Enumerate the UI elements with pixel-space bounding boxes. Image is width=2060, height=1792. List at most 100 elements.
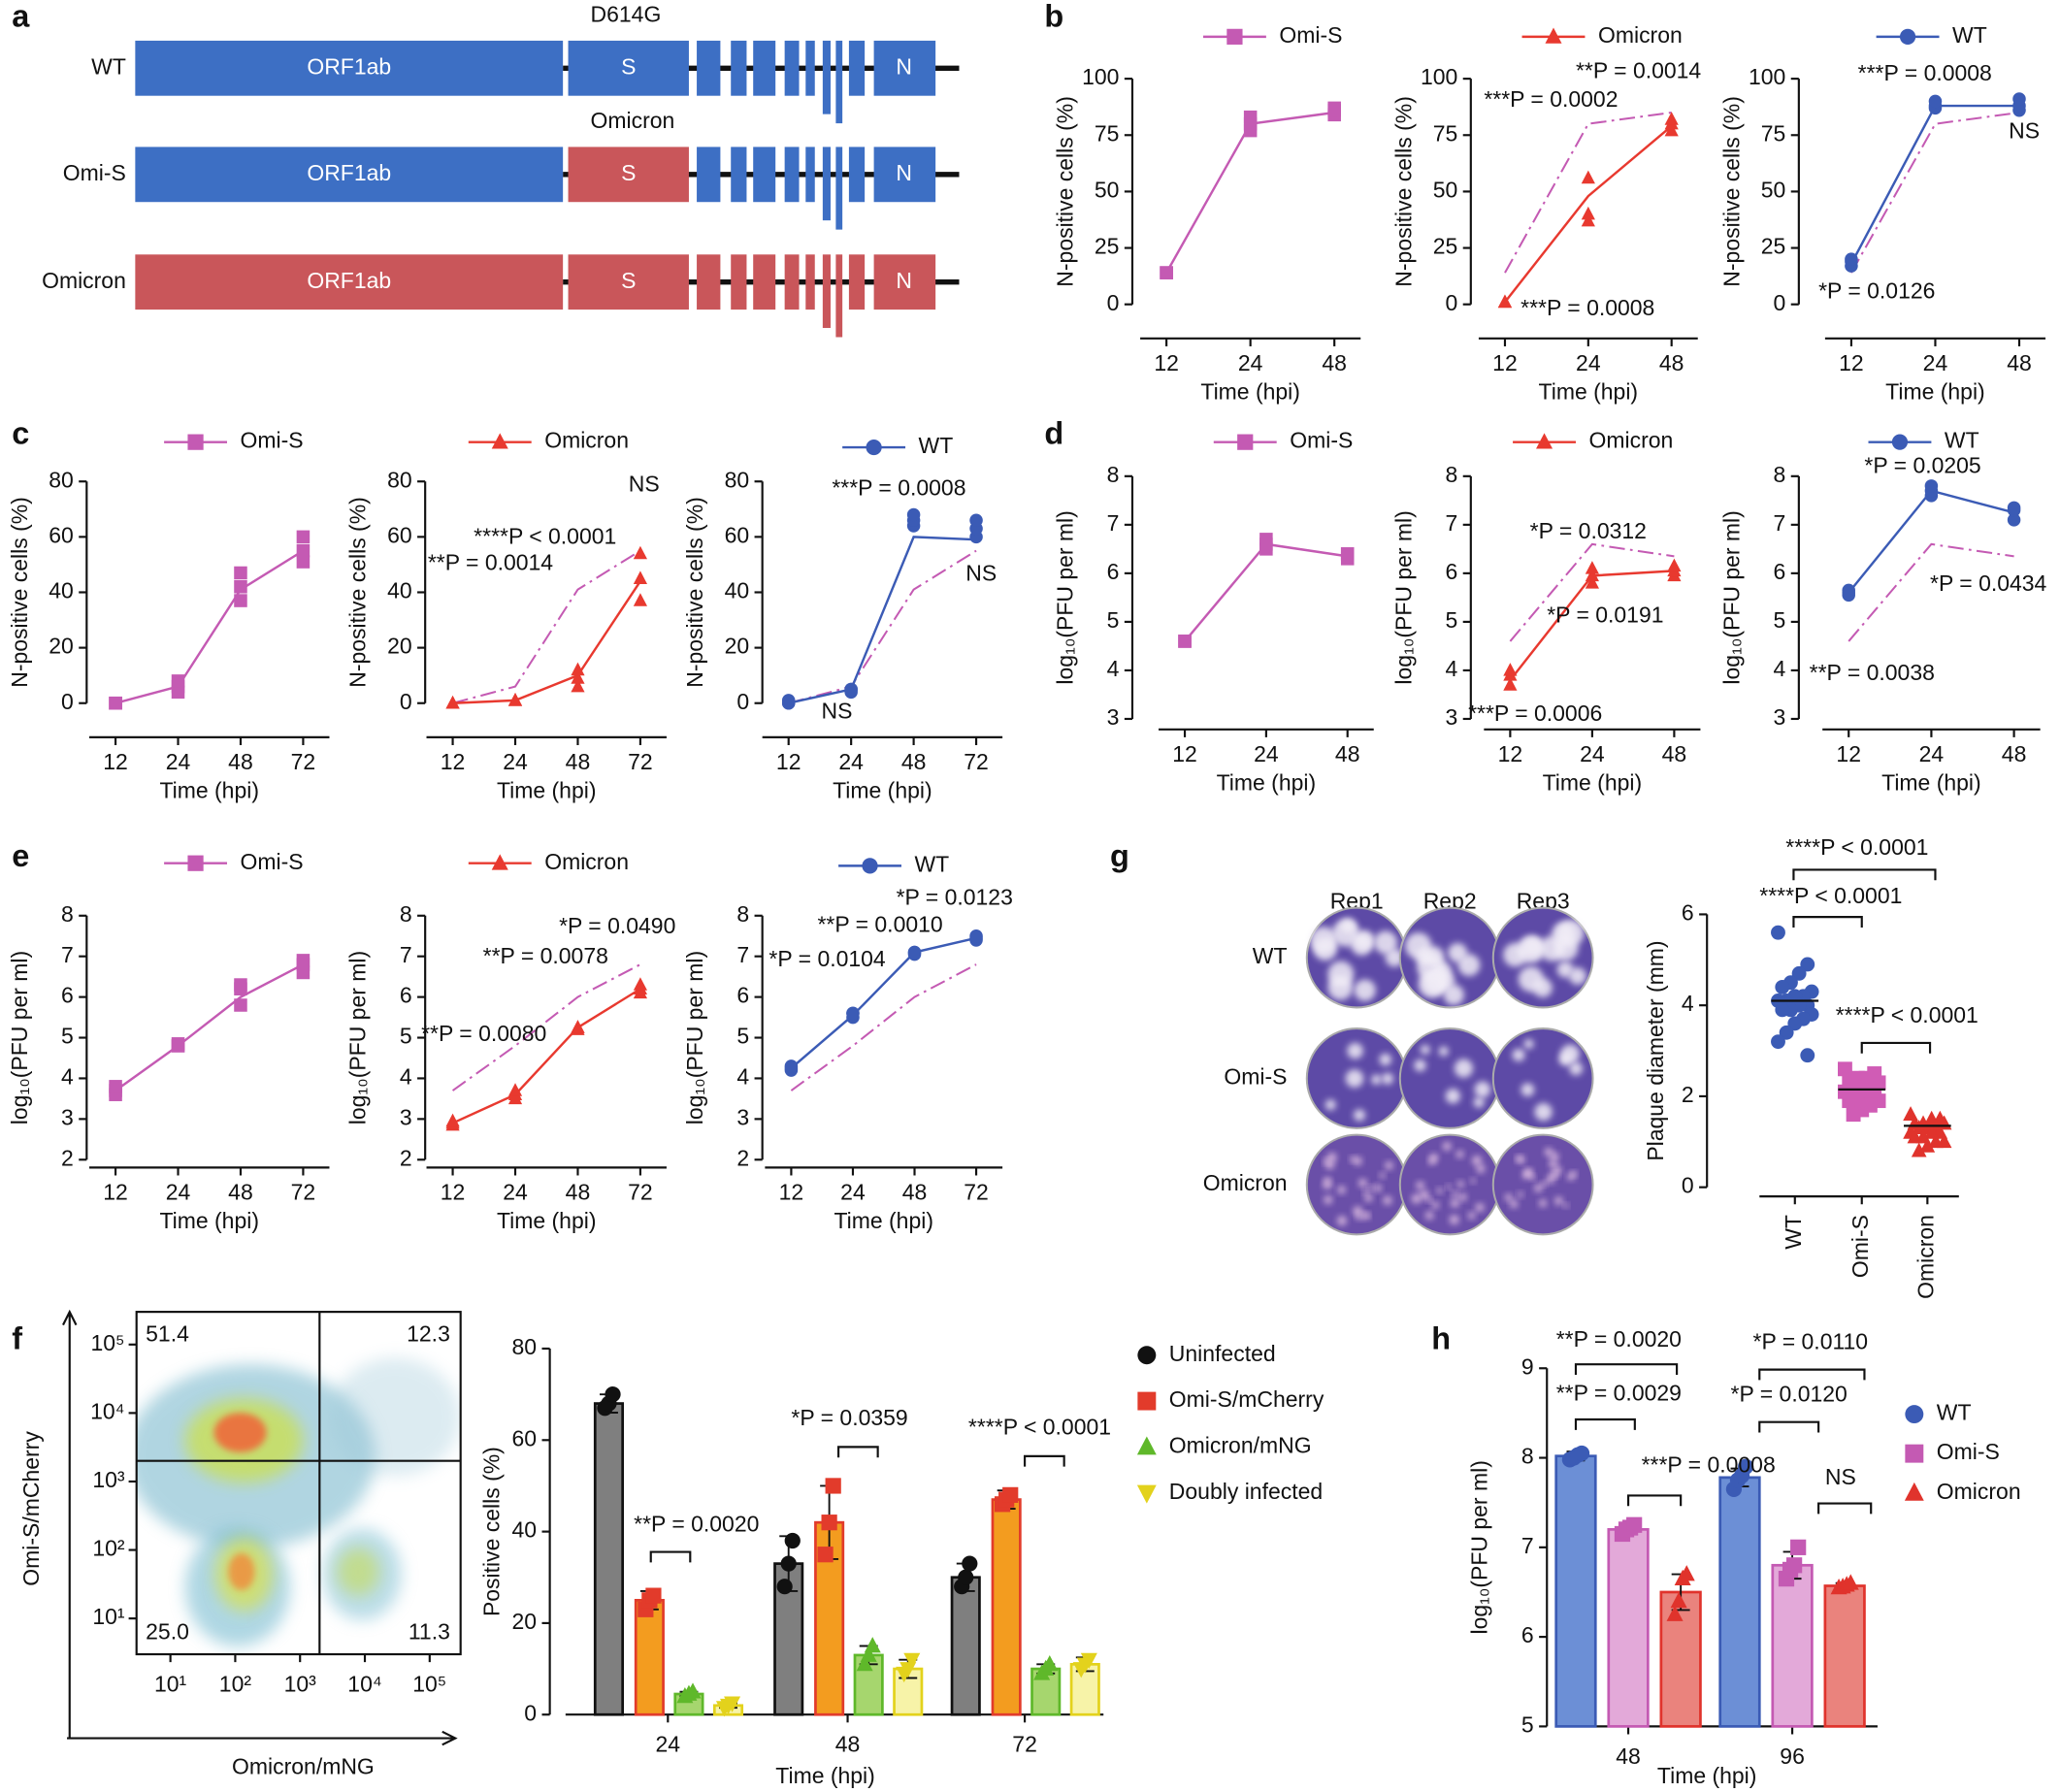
bar [1659, 1590, 1702, 1728]
legend-marker [862, 858, 878, 874]
panel-label: a [12, 0, 30, 34]
y-tick-label: 3 [61, 1104, 74, 1129]
y-tick-label: 80 [387, 467, 412, 492]
gene-block [753, 40, 776, 96]
y-tick-label: 25 [1761, 234, 1786, 259]
y-tick-label: 2 [736, 1145, 749, 1170]
bar [1823, 1584, 1866, 1728]
y-axis-label: N-positive cells (%) [1052, 96, 1077, 287]
replicate-point [571, 678, 585, 693]
annotation: **P = 0.0010 [817, 912, 942, 937]
replicate-point [1737, 1458, 1754, 1475]
x-tick-label: 72 [1012, 1732, 1037, 1757]
y-axis-label: log₁₀(PFU per ml) [1718, 510, 1744, 684]
series-line [114, 963, 304, 1092]
y-tick-label: 40 [49, 578, 74, 603]
x-tick-label: 72 [291, 749, 316, 774]
legend-label: WT [915, 851, 950, 876]
plaque-spot [1544, 1148, 1553, 1157]
plaque-spot [1467, 1212, 1476, 1220]
orf1ab-block [135, 147, 564, 203]
y-tick-label: 4 [1682, 991, 1694, 1016]
legend-marker [1226, 28, 1243, 45]
replicate-point [1666, 1605, 1684, 1621]
plaque-spot [1558, 1053, 1572, 1066]
gene-block [753, 254, 776, 310]
plaque-spot [1546, 1175, 1555, 1184]
x-tick-label: 24 [503, 1180, 528, 1205]
y-tick-label: 8 [736, 901, 749, 927]
annotation: NS [822, 698, 853, 723]
x-tick-label: 24 [1919, 741, 1945, 766]
replicate-point [958, 1569, 974, 1585]
row-label: Omicron [42, 268, 126, 293]
annotation: NS [629, 471, 660, 496]
annotation: *P = 0.0126 [1818, 278, 1935, 304]
annotation: ***P = 0.0008 [1858, 60, 1992, 85]
significance-bracket [1792, 868, 1937, 881]
bar [634, 1598, 665, 1716]
replicate-point [633, 593, 648, 606]
y-tick-label: 10⁵ [90, 1330, 124, 1355]
replicate-point [571, 670, 585, 684]
series-line [790, 936, 977, 1069]
replicate-point [1581, 206, 1595, 220]
x-tick-label: 24 [656, 1732, 681, 1757]
replicate-point [1790, 1539, 1807, 1555]
y-tick-label: 8 [1446, 462, 1458, 487]
gene-block [848, 40, 866, 96]
replicate-point [1041, 1655, 1059, 1672]
legend-marker [187, 855, 204, 871]
plaque-spot [1516, 1156, 1522, 1162]
x-tick-label: 24 [1923, 350, 1948, 375]
plaque-spot [1534, 1184, 1543, 1192]
gene-label: S [621, 53, 636, 79]
y-axis-label: N-positive cells (%) [345, 497, 371, 688]
plaque-point [1800, 957, 1815, 972]
density-blob [329, 1357, 461, 1477]
legend-marker [491, 433, 508, 449]
x-tick-label: 72 [628, 749, 653, 774]
plaque-point [1771, 1034, 1785, 1050]
x-tick-label: 72 [628, 1180, 653, 1205]
plaque-spot [1523, 1038, 1534, 1050]
x-axis-label: Time (hpi) [159, 778, 259, 803]
y-tick-label: 6 [1774, 559, 1786, 584]
replicate-point [296, 530, 311, 544]
plaque-spot [1446, 1184, 1452, 1189]
spike-note: D614G [591, 1, 662, 26]
plaque-spot [1510, 1199, 1519, 1208]
legend-marker [1545, 27, 1562, 44]
plaque-spot [1539, 935, 1566, 961]
x-tick-label: 48 [228, 749, 253, 774]
y-tick-label: 7 [61, 942, 74, 967]
gene-block [697, 147, 721, 203]
replicate-point [846, 1006, 860, 1021]
n-block [873, 40, 936, 96]
plaque-spot [1438, 1046, 1449, 1057]
plaque-spot [1456, 1181, 1464, 1188]
x-tick-label: 48 [1662, 741, 1687, 766]
replicate-point [2007, 501, 2021, 515]
y-tick-label: 4 [61, 1064, 74, 1090]
gene-label: N [896, 53, 912, 79]
n-block [873, 254, 936, 310]
significance-bracket [1024, 1454, 1065, 1467]
x-tick-label: 48 [901, 749, 927, 774]
plaque-spot [1530, 1175, 1536, 1181]
y-tick-label: 40 [725, 578, 750, 603]
replicate-point [784, 1532, 801, 1549]
row-label: Omi-S [63, 160, 126, 185]
x-tick-label: 24 [838, 749, 864, 774]
y-tick-label: 10² [92, 1536, 125, 1561]
y-tick-label: 8 [1774, 462, 1786, 487]
replicate-point [234, 978, 247, 992]
replicate-point [1664, 122, 1679, 137]
replicate-point [445, 1113, 460, 1127]
y-tick-label: 8 [400, 901, 412, 927]
x-tick-label: 12 [1498, 741, 1523, 766]
replicate-point [1842, 1574, 1859, 1590]
reference-line [1504, 112, 1672, 274]
gene-block [822, 254, 831, 329]
y-tick-label: 0 [400, 689, 412, 714]
